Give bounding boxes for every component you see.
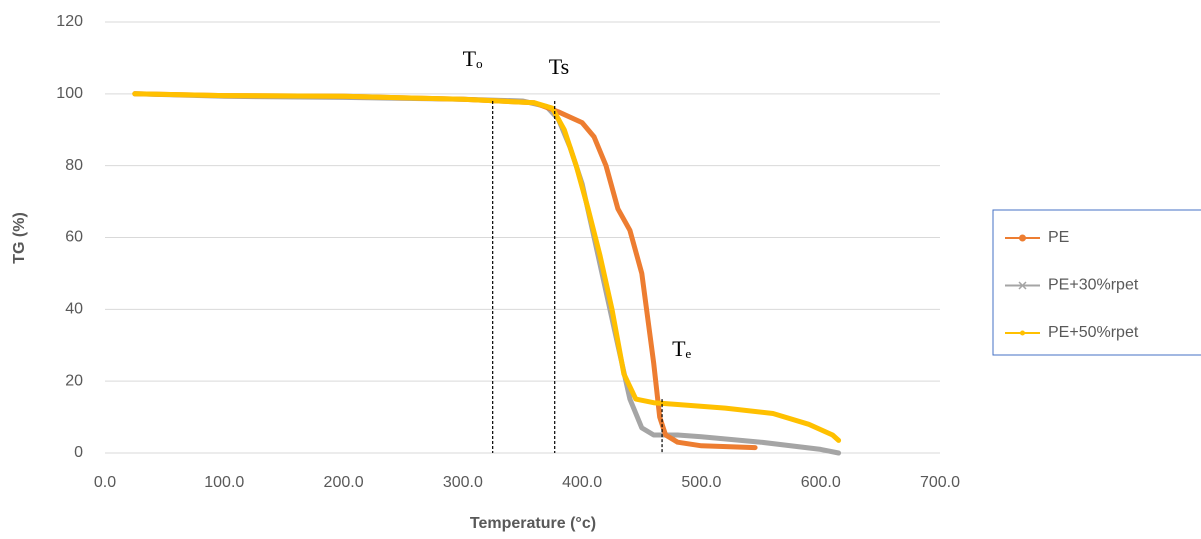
annotation-label: Tₒ xyxy=(463,46,483,71)
y-tick-label: 60 xyxy=(65,229,83,246)
y-tick-label: 40 xyxy=(65,301,83,318)
legend-label: PE xyxy=(1048,229,1069,246)
legend-box xyxy=(992,209,1201,356)
legend-marker xyxy=(1020,330,1025,336)
x-tick-label: 500.0 xyxy=(681,474,721,491)
x-tick-label: 200.0 xyxy=(324,474,364,491)
y-tick-label: 80 xyxy=(65,157,83,174)
x-tick-label: 400.0 xyxy=(562,474,602,491)
x-tick-label: 700.0 xyxy=(920,474,960,491)
annotation-label: Ts xyxy=(549,54,569,79)
legend-label: PE+50%rpet xyxy=(1048,324,1139,341)
y-axis-title: TG (%) xyxy=(11,212,28,264)
x-tick-label: 300.0 xyxy=(443,474,483,491)
y-tick-label: 0 xyxy=(74,444,83,461)
legend-marker xyxy=(1018,281,1027,290)
series-line xyxy=(132,91,842,443)
annotation-label: Tₑ xyxy=(672,336,691,361)
legend-label: PE+30%rpet xyxy=(1048,277,1139,294)
x-tick-label: 0.0 xyxy=(94,474,116,491)
y-tick-label: 100 xyxy=(56,85,83,102)
y-tick-label: 20 xyxy=(65,372,83,389)
x-tick-label: 600.0 xyxy=(801,474,841,491)
x-axis-title: Temperature (°c) xyxy=(470,515,596,532)
legend-marker xyxy=(1019,234,1026,242)
x-tick-label: 100.0 xyxy=(204,474,244,491)
y-tick-label: 120 xyxy=(56,13,83,30)
